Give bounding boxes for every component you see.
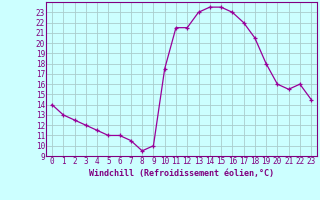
X-axis label: Windchill (Refroidissement éolien,°C): Windchill (Refroidissement éolien,°C): [89, 169, 274, 178]
